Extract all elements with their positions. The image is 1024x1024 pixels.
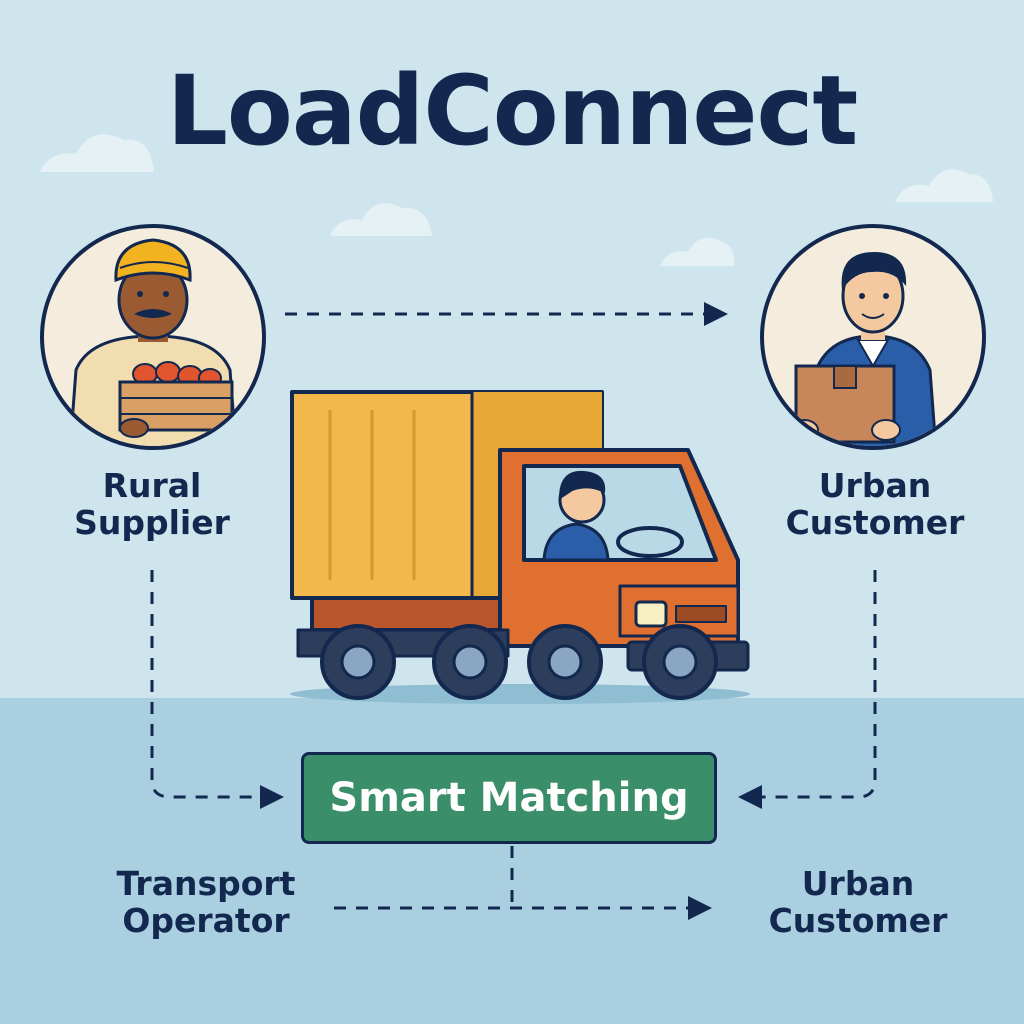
urban-customer-label: Urban Customer: [785, 466, 965, 542]
cloud-icon: [895, 169, 993, 202]
supplier-avatar-icon: [40, 224, 266, 450]
arrow-supplier-to-matching: [150, 570, 284, 809]
truck-icon: [290, 390, 750, 704]
connector-arrows: [150, 302, 877, 920]
smart-matching-label: Smart Matching: [329, 775, 689, 821]
ground-background: [0, 698, 1024, 1024]
cloud-icon: [660, 237, 735, 266]
cloud-icon: [40, 134, 154, 172]
page-title: LoadConnect: [166, 55, 859, 167]
cloud-icon: [330, 203, 432, 236]
arrow-customer-to-matching: [738, 570, 877, 809]
smart-matching-box: Smart Matching: [301, 752, 717, 844]
rural-supplier-label: Rural Supplier: [74, 466, 230, 542]
customer-avatar-icon: [760, 224, 986, 450]
urban-customer-bottom-label: Urban Customer: [768, 864, 948, 940]
transport-operator-label: Transport Operator: [116, 864, 296, 940]
